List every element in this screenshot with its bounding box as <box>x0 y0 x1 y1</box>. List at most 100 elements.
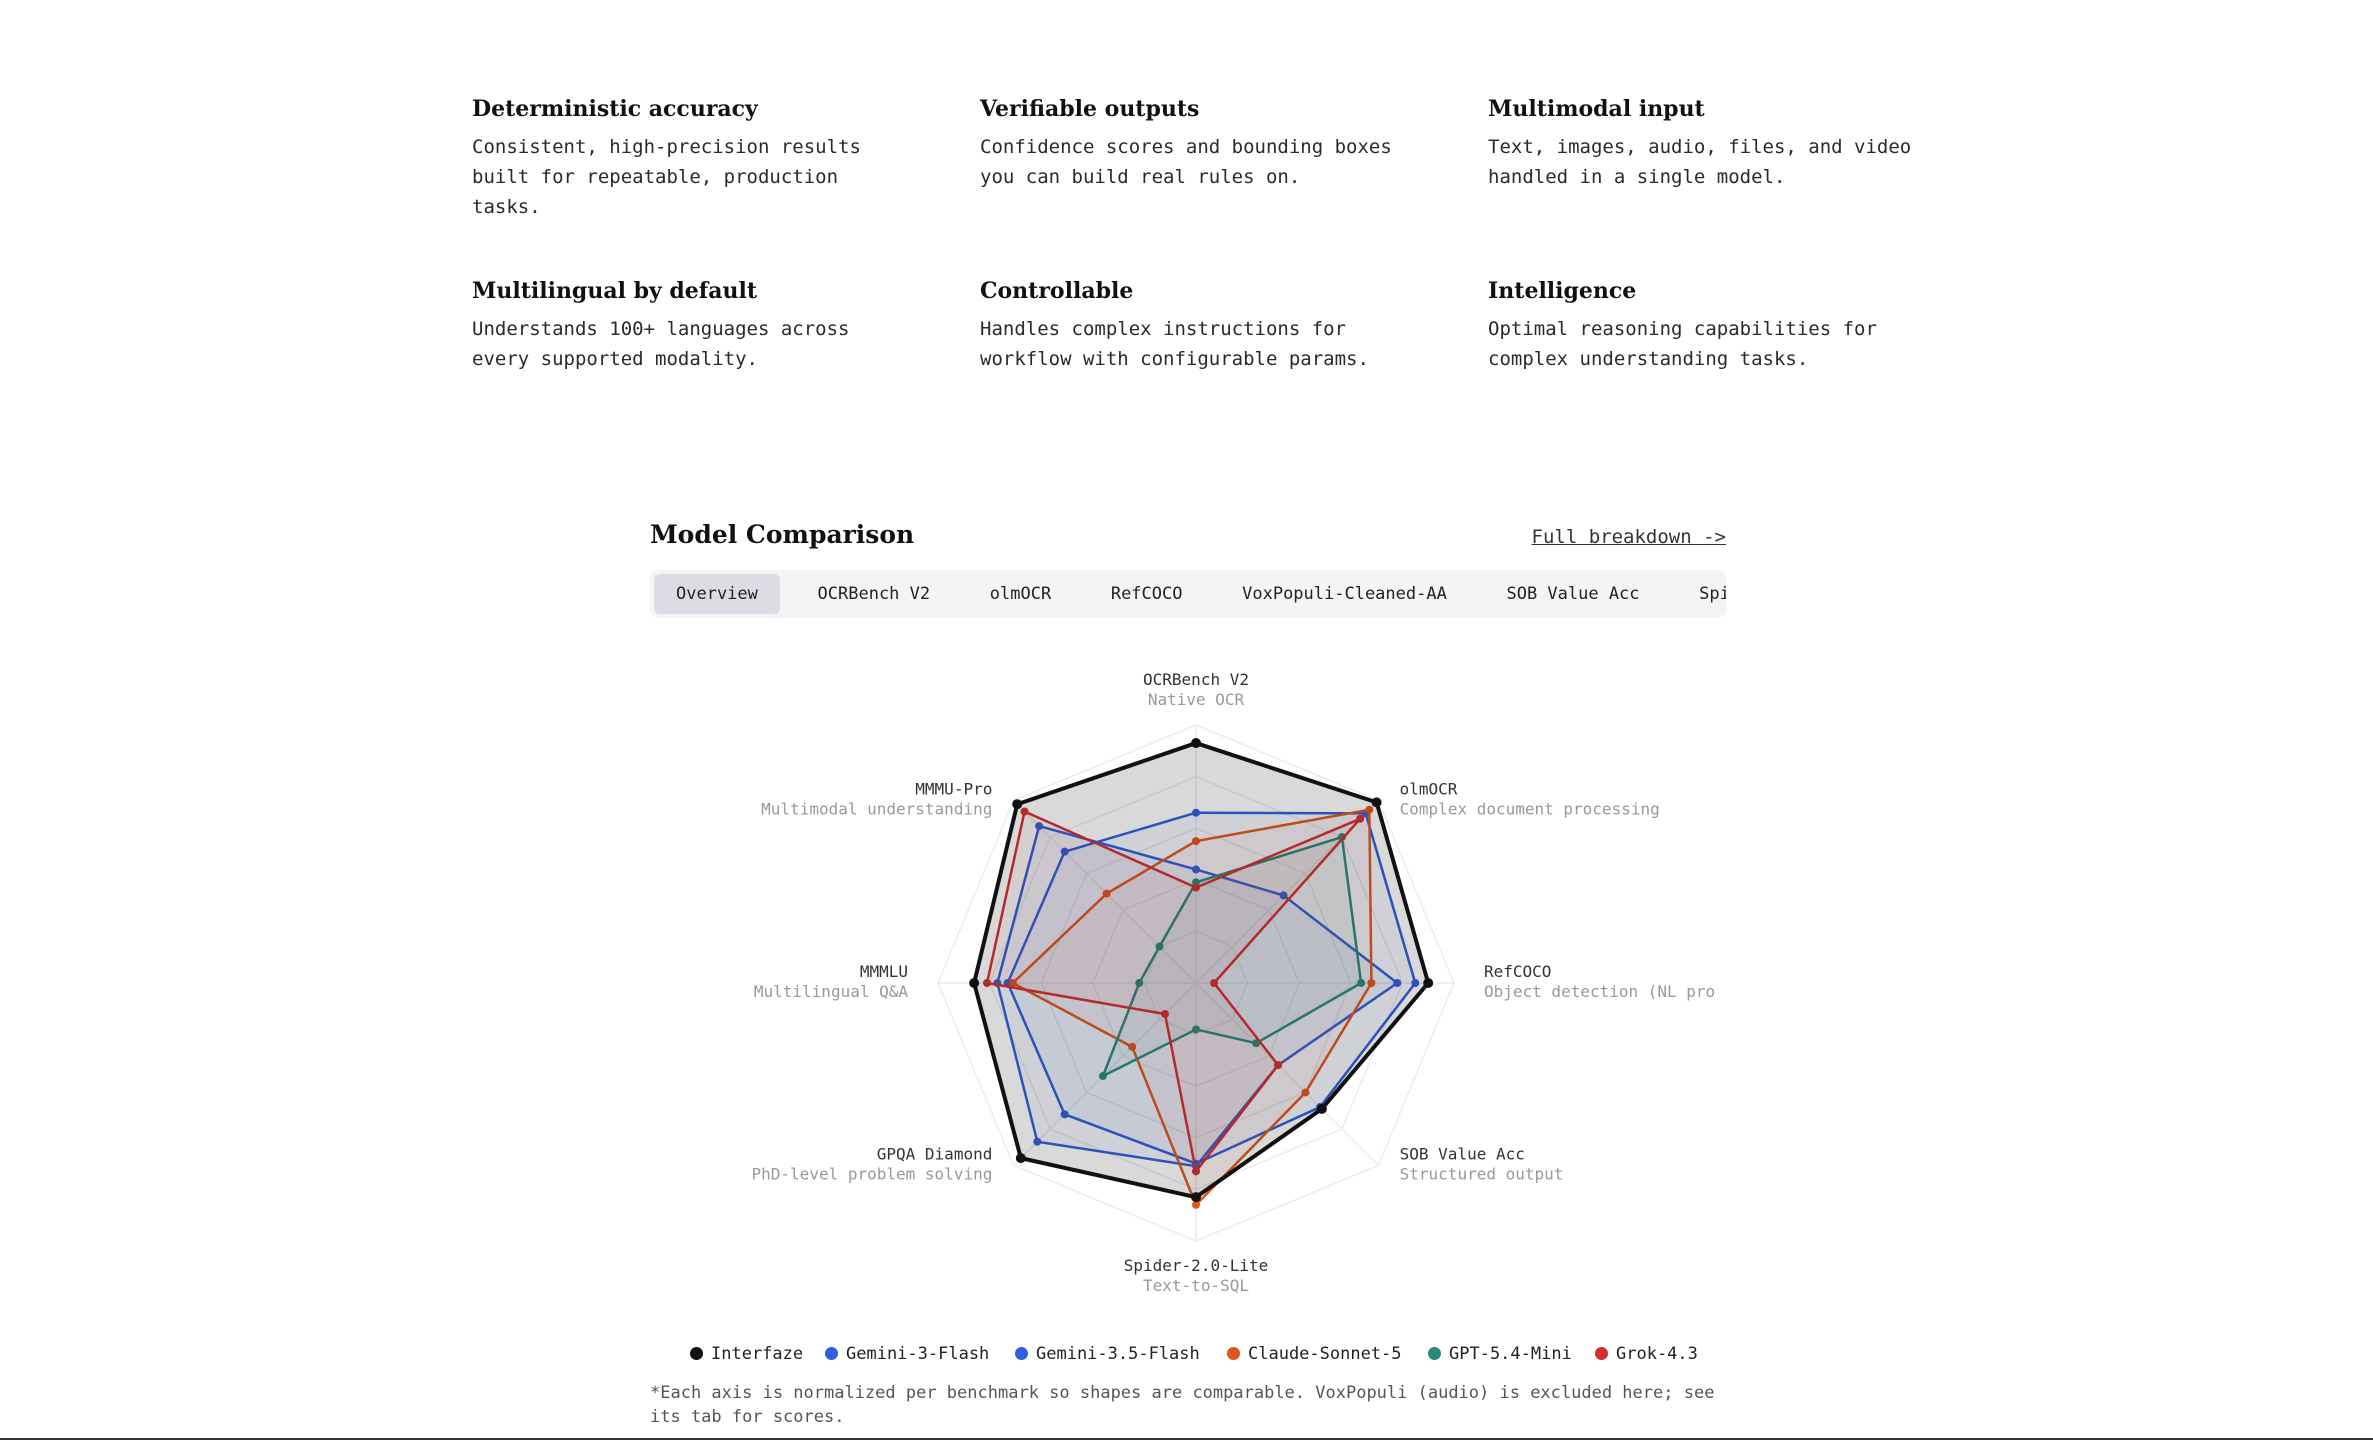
feature-card: Verifiable outputs Confidence scores and… <box>980 96 1488 222</box>
axis-label: MMMU-Pro <box>915 780 992 799</box>
data-point <box>1316 1103 1327 1114</box>
tab-voxpopuli[interactable]: VoxPopuli-Cleaned-AA <box>1242 584 1447 604</box>
legend-item[interactable]: Grok-4.3 <box>1595 1344 1698 1364</box>
axis-sublabel: Native OCR <box>1148 690 1245 709</box>
data-point <box>1135 979 1144 987</box>
tab-sob-value-acc[interactable]: SOB Value Acc <box>1506 584 1640 604</box>
data-point <box>1035 822 1044 831</box>
data-point <box>1279 891 1288 900</box>
data-point <box>1301 1088 1310 1097</box>
legend-dot-icon <box>1227 1347 1240 1360</box>
chart-footnote: *Each axis is normalized per benchmark s… <box>650 1383 1715 1427</box>
data-point <box>1098 1072 1107 1081</box>
axis-sublabel: Structured output <box>1400 1164 1564 1183</box>
data-point <box>1015 1153 1026 1164</box>
feature-title: Verifiable outputs <box>980 96 1200 122</box>
data-point <box>1033 1137 1042 1146</box>
feature-title: Controllable <box>980 278 1134 304</box>
chart-legend: Interfaze Gemini-3-Flash Gemini-3.5-Flash C… <box>690 1344 1698 1368</box>
data-point <box>1192 1025 1200 1034</box>
data-point <box>1008 979 1017 987</box>
feature-card: Multimodal input Text, images, audio, fi… <box>1488 96 1932 222</box>
feature-text: Optimal reasoning capabilities for compl… <box>1488 318 1877 370</box>
legend-item[interactable]: Interfaze <box>690 1344 803 1364</box>
feature-text: Understands 100+ languages across every … <box>472 318 850 370</box>
data-point <box>1160 1010 1169 1019</box>
series-shape <box>972 741 1431 1200</box>
feature-card: Multilingual by default Understands 100+… <box>472 278 980 374</box>
data-point <box>1192 883 1200 892</box>
comparison-title: Model Comparison <box>650 520 915 549</box>
data-point <box>969 978 980 988</box>
data-point <box>1210 979 1219 987</box>
axis-sublabel: PhD-level problem solving <box>752 1164 993 1183</box>
legend-dot-icon <box>825 1347 838 1360</box>
feature-text: Confidence scores and bounding boxes you… <box>980 136 1392 188</box>
legend-item[interactable]: GPT-5.4-Mini <box>1428 1344 1572 1364</box>
data-point <box>1274 1061 1283 1070</box>
full-breakdown-link[interactable]: Full breakdown -> <box>1531 526 1726 548</box>
tab-overview[interactable]: Overview <box>654 574 780 614</box>
data-point <box>1423 978 1434 988</box>
data-point <box>1128 1042 1137 1051</box>
axis-sublabel: Multimodal understanding <box>761 800 992 819</box>
axis-label: olmOCR <box>1400 780 1458 799</box>
feature-title: Deterministic accuracy <box>472 96 758 122</box>
legend-label: GPT-5.4-Mini <box>1449 1344 1572 1364</box>
feature-text: Handles complex instructions for workflo… <box>980 318 1369 370</box>
data-point <box>1155 942 1164 951</box>
features-grid: Deterministic accuracy Consistent, high-… <box>472 96 1932 374</box>
data-point <box>1365 805 1374 814</box>
benchmark-tabs: Overview OCRBench V2 olmOCR RefCOCO VoxP… <box>650 570 1726 618</box>
data-point <box>1192 837 1200 846</box>
axis-sublabel: Text-to-SQL <box>1143 1276 1249 1295</box>
data-point <box>1371 797 1382 808</box>
legend-item[interactable]: Gemini-3-Flash <box>825 1344 989 1364</box>
axis-label: OCRBench V2 <box>1143 670 1249 689</box>
radar-series <box>969 738 1434 1209</box>
data-point <box>1192 865 1200 874</box>
feature-card: Controllable Handles complex instruction… <box>980 278 1488 374</box>
feature-title: Multimodal input <box>1488 96 1705 122</box>
data-point <box>1192 808 1200 817</box>
tab-spider[interactable]: Spider-2.0- <box>1699 584 1726 604</box>
data-point <box>1060 1110 1069 1119</box>
legend-item[interactable]: Gemini-3.5-Flash <box>1015 1344 1200 1364</box>
tab-olmocr[interactable]: olmOCR <box>989 584 1052 604</box>
axis-label: MMMLU <box>860 962 908 981</box>
feature-title: Multilingual by default <box>472 278 758 304</box>
axis-label: SOB Value Acc <box>1400 1144 1525 1163</box>
series-grok-4-3 <box>983 807 1365 1176</box>
legend-dot-icon <box>1428 1347 1441 1360</box>
legend-label: Gemini-3-Flash <box>846 1344 990 1364</box>
legend-item[interactable]: Claude-Sonnet-5 <box>1227 1344 1402 1364</box>
data-point <box>1356 814 1365 823</box>
tab-ocrbench-v2[interactable]: OCRBench V2 <box>817 584 931 604</box>
grid-spoke <box>1195 982 1379 1166</box>
feature-card: Deterministic accuracy Consistent, high-… <box>472 96 980 222</box>
data-point <box>1357 979 1366 987</box>
tab-refcoco[interactable]: RefCOCO <box>1110 584 1183 604</box>
legend-dot-icon <box>1595 1347 1608 1360</box>
data-point <box>1191 738 1201 749</box>
series-interfaze <box>969 738 1434 1203</box>
data-point <box>1192 1167 1200 1176</box>
data-point <box>1060 847 1069 856</box>
axis-label: GPQA Diamond <box>877 1144 993 1163</box>
bottom-divider <box>0 1438 2373 1440</box>
axis-sublabel: Multilingual Q&A <box>754 982 908 1001</box>
legend-label: Grok-4.3 <box>1616 1344 1698 1364</box>
data-point <box>1192 1200 1200 1209</box>
axis-sublabel: Object detection (NL pro <box>1484 982 1715 1001</box>
legend-label: Interfaze <box>711 1344 804 1364</box>
axis-label: RefCOCO <box>1484 962 1551 981</box>
legend-dot-icon <box>690 1347 703 1360</box>
feature-text: Text, images, audio, files, and video ha… <box>1488 136 1912 188</box>
data-point <box>1367 979 1376 987</box>
data-point <box>1191 1192 1201 1203</box>
feature-card: Intelligence Optimal reasoning capabilit… <box>1488 278 1932 374</box>
data-point <box>1020 807 1029 816</box>
axis-label: Spider-2.0-Lite <box>1124 1256 1269 1275</box>
